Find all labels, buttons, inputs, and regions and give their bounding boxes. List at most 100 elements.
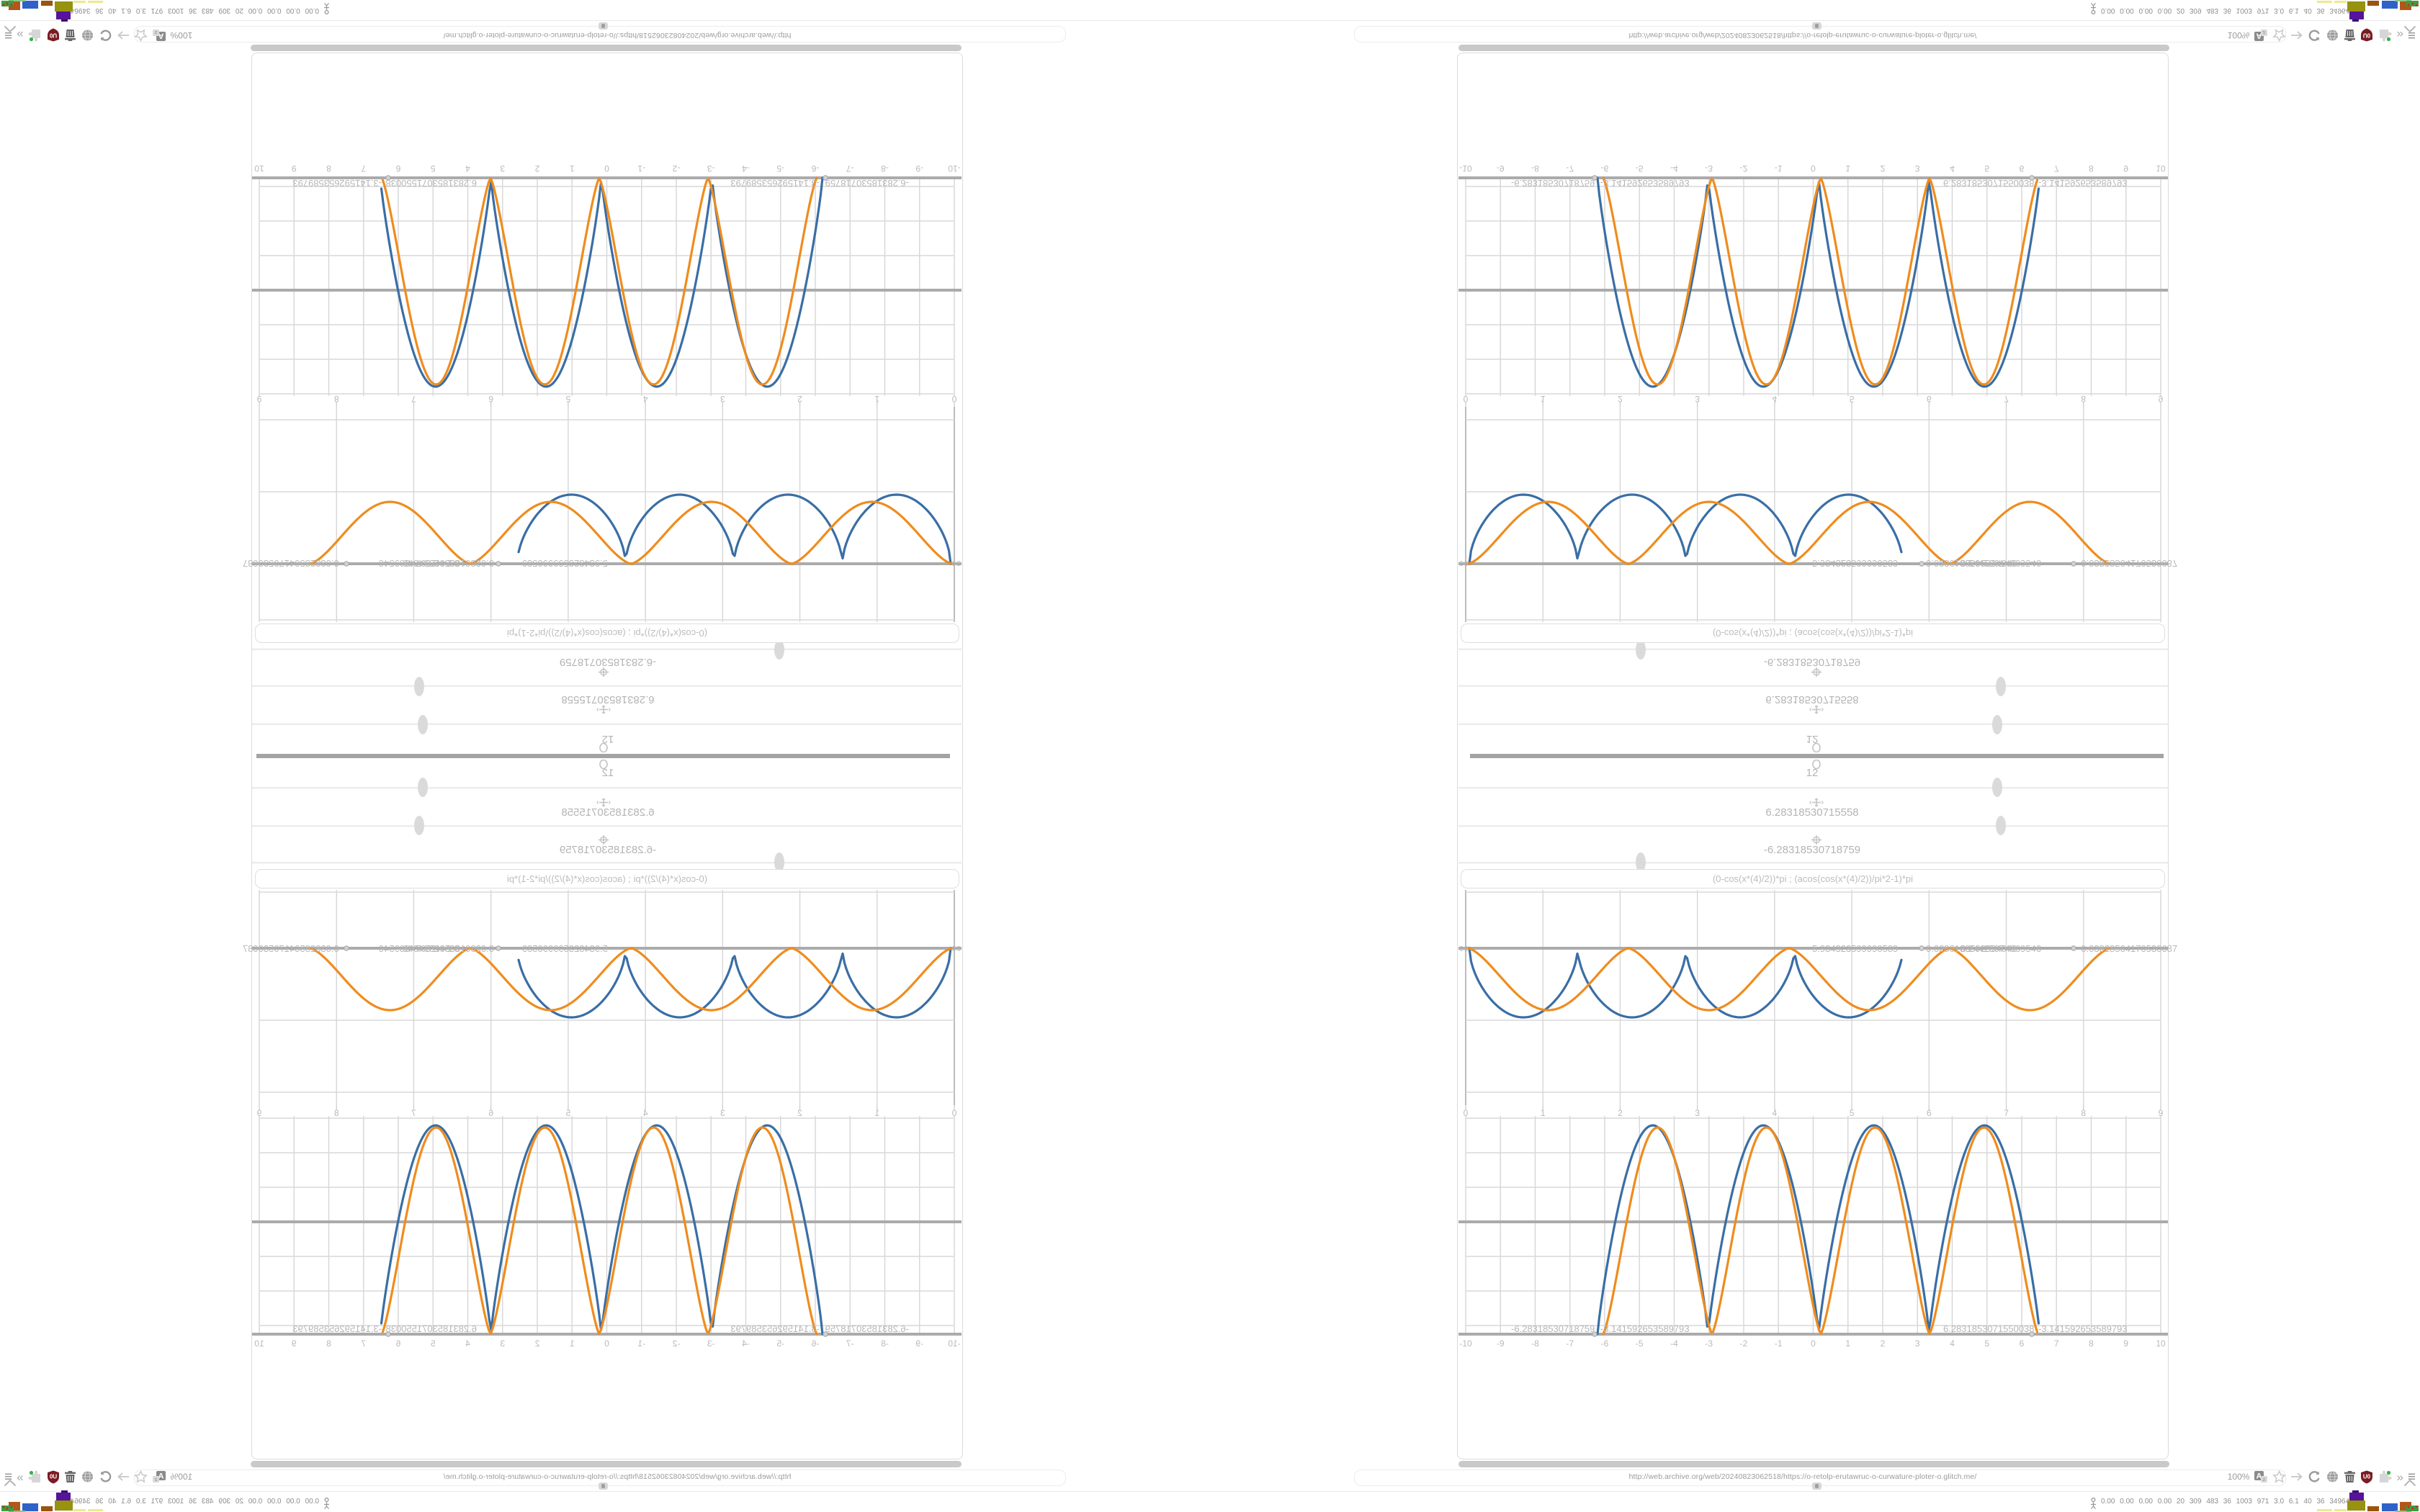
tab-favicon-yellow-line[interactable] (73, 1509, 86, 1511)
axis-point-label: -3.141592653589793 (292, 1323, 382, 1334)
translate-icon[interactable]: A z (2254, 1470, 2268, 1483)
globe-icon[interactable] (2326, 1470, 2339, 1483)
puzzle-icon[interactable] (28, 1470, 42, 1484)
tab-favicon-blue[interactable] (2382, 1503, 2398, 1511)
double-chevron-icon[interactable]: » (2396, 28, 2403, 42)
tab-favicon-brown[interactable] (2367, 1, 2379, 6)
translate-icon[interactable]: A z (152, 1470, 166, 1483)
zoom-level[interactable]: 100% (170, 1472, 193, 1482)
tab-favicon-yellow-line[interactable] (73, 1, 86, 3)
double-chevron-icon[interactable]: » (2396, 1470, 2403, 1484)
tab-favicon-plant[interactable] (1, 1506, 14, 1511)
tab-favicon-blue[interactable] (2382, 1, 2398, 9)
archive-toolbar-chip[interactable] (1812, 1482, 1821, 1490)
tab-favicon-brown[interactable] (41, 1, 53, 6)
tab-favicon-olive[interactable] (55, 1500, 73, 1511)
slider-handle[interactable] (1992, 778, 2002, 797)
url-text[interactable]: http://web.archive.org/web/2024082306251… (1628, 31, 1977, 40)
shield-icon[interactable]: U0 (2360, 29, 2373, 42)
zoom-level[interactable]: 100% (2227, 30, 2250, 40)
trash-icon[interactable] (64, 29, 76, 42)
slider-track-upper[interactable] (1458, 816, 2168, 835)
translate-icon[interactable]: A z (2254, 29, 2268, 42)
horizontal-scrollbar[interactable] (1458, 45, 2169, 51)
double-chevron-icon[interactable]: » (17, 28, 24, 42)
tab-favicon-olive[interactable] (2347, 1500, 2365, 1511)
puzzle-icon[interactable] (28, 29, 42, 42)
tab-favicon-yellow-line[interactable] (2317, 1509, 2332, 1511)
tab-favicon-yellow-line[interactable] (88, 1509, 103, 1511)
menu-icon[interactable]: ≡ (2407, 1469, 2416, 1485)
forward-arrow-icon[interactable] (117, 30, 130, 40)
tab-favicon-yellow-line[interactable] (2334, 1509, 2347, 1511)
axis-point-label: 6.24425974069546 (1960, 943, 2041, 954)
tab-favicon-brown[interactable] (41, 1506, 53, 1511)
shield-icon[interactable]: U0 (47, 29, 60, 42)
url-text[interactable]: http://web.archive.org/web/2024082306251… (443, 1472, 792, 1481)
zoom-level[interactable]: 100% (170, 30, 193, 40)
tab-title-stats[interactable]: 0.00 0.00 0.00 0.00 20 309 483 36 1003 9… (58, 6, 319, 14)
slider-track-lower[interactable] (1458, 852, 2168, 872)
horizontal-scrollbar[interactable] (1458, 1461, 2169, 1467)
tab-favicon-purple[interactable] (56, 1493, 71, 1500)
globe-icon[interactable] (2326, 29, 2339, 42)
axis-point-label: 6.2831853071550038 (1943, 178, 2035, 189)
refresh-icon[interactable] (2308, 1470, 2321, 1483)
tab-title-stats[interactable]: 0.00 0.00 0.00 0.00 20 309 483 36 1003 9… (2101, 1498, 2362, 1506)
slider-handle[interactable] (1636, 852, 1646, 872)
tab-favicon-plant[interactable] (2406, 1, 2419, 6)
formula-input[interactable]: (0-cos(x*(4)/2))*pi ; (acos(cos(x*(4)/2)… (1461, 869, 2165, 888)
tab-favicon-olive[interactable] (2347, 1, 2365, 12)
horizontal-scrollbar[interactable] (251, 45, 962, 51)
shield-icon[interactable]: U0 (47, 1470, 60, 1484)
tab-favicon-plant[interactable] (1, 1, 14, 6)
tab-favicon-olive[interactable] (55, 1, 73, 12)
forward-arrow-icon[interactable] (2290, 1472, 2303, 1482)
translate-icon[interactable]: A z (152, 29, 166, 42)
star-icon[interactable] (133, 29, 148, 42)
double-chevron-icon[interactable]: » (17, 1470, 24, 1484)
refresh-icon[interactable] (2308, 29, 2321, 42)
globe-icon[interactable] (81, 29, 94, 42)
tab-title-stats[interactable]: 0.00 0.00 0.00 0.00 20 309 483 36 1003 9… (58, 1498, 319, 1506)
tab-favicon-purple[interactable] (2349, 1493, 2364, 1500)
forward-arrow-icon[interactable] (117, 1472, 130, 1482)
x-tick-label: 5 (1984, 1338, 1989, 1349)
chevron-up-icon[interactable] (4, 1479, 17, 1487)
chevron-up-icon[interactable] (2403, 1479, 2416, 1487)
trash-icon[interactable] (2344, 29, 2356, 42)
url-text[interactable]: http://web.archive.org/web/2024082306251… (1628, 1472, 1977, 1481)
star-icon[interactable] (2272, 1470, 2287, 1483)
archive-toolbar-chip[interactable] (599, 22, 608, 30)
refresh-icon[interactable] (99, 29, 112, 42)
archive-toolbar-chip[interactable] (1812, 22, 1821, 30)
archive-toolbar-chip[interactable] (599, 1482, 608, 1490)
tab-favicon-plant[interactable] (2406, 1506, 2419, 1511)
slider-handle[interactable] (1996, 816, 2006, 835)
tab-favicon-purple[interactable] (2349, 12, 2364, 19)
puzzle-icon[interactable] (2378, 29, 2392, 42)
tab-title-stats[interactable]: 0.00 0.00 0.00 0.00 20 309 483 36 1003 9… (2101, 6, 2362, 14)
slider-track-frequency[interactable] (1458, 778, 2168, 797)
star-icon[interactable] (2272, 29, 2287, 42)
trash-icon[interactable] (64, 1470, 76, 1483)
tab-favicon-brown[interactable] (2367, 1506, 2379, 1511)
svg-text:U0: U0 (49, 1473, 57, 1480)
tab-favicon-purple[interactable] (56, 12, 71, 19)
chevron-up-icon[interactable] (4, 25, 17, 33)
tab-favicon-yellow-line[interactable] (2334, 1, 2347, 3)
tab-favicon-yellow-line[interactable] (88, 1, 103, 3)
trash-icon[interactable] (2344, 1470, 2356, 1483)
horizontal-scrollbar[interactable] (251, 1461, 962, 1467)
chevron-up-icon[interactable] (2403, 25, 2416, 33)
refresh-icon[interactable] (99, 1470, 112, 1483)
star-icon[interactable] (133, 1470, 148, 1483)
zoom-level[interactable]: 100% (2227, 1472, 2250, 1482)
forward-arrow-icon[interactable] (2290, 30, 2303, 40)
tab-favicon-yellow-line[interactable] (2317, 1, 2332, 3)
shield-icon[interactable]: U0 (2360, 1470, 2373, 1484)
globe-icon[interactable] (81, 1470, 94, 1483)
puzzle-icon[interactable] (2378, 1470, 2392, 1484)
url-text[interactable]: http://web.archive.org/web/2024082306251… (443, 31, 792, 40)
tab-favicon-blue[interactable] (22, 1, 38, 9)
